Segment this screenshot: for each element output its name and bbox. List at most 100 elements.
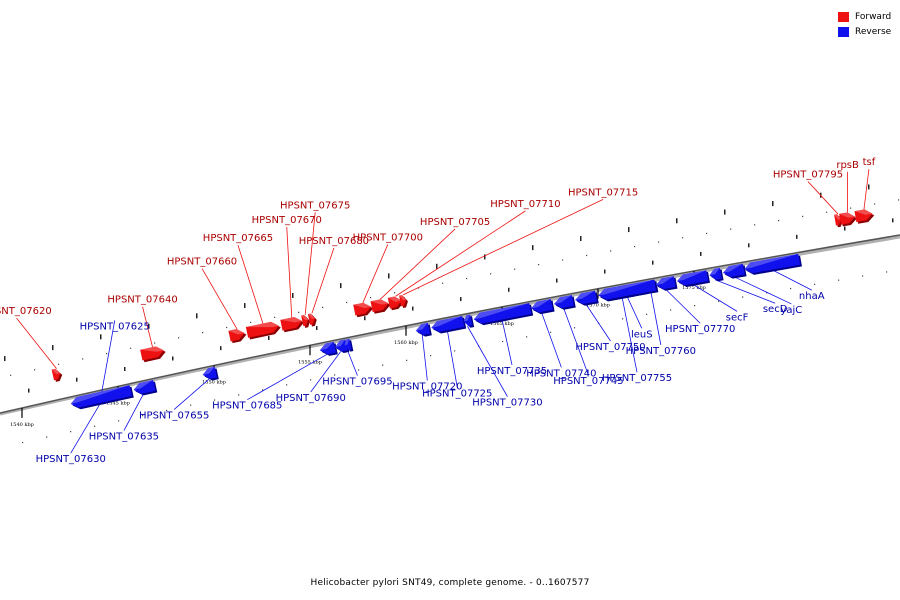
gene-label-HPSNT_07700: HPSNT_07700 <box>353 232 423 243</box>
position-dot <box>46 436 48 438</box>
gene-arrow <box>676 270 709 286</box>
forward-swatch <box>838 11 849 22</box>
gene-tsf <box>854 209 875 224</box>
leader-HPSNT_07700 <box>362 244 389 304</box>
gene-label-HPSNT_07660: HPSNT_07660 <box>167 257 237 268</box>
gene-HPSNT_07630 <box>70 385 134 410</box>
position-dot <box>790 287 792 290</box>
position-dot <box>394 292 396 294</box>
position-mark <box>172 356 174 361</box>
gene-highlight <box>70 385 130 404</box>
gene-label-HPSNT_07750: HPSNT_07750 <box>575 342 645 353</box>
gene-arrow <box>280 316 303 331</box>
gene-highlight <box>353 302 372 309</box>
leader-HPSNT_07685 <box>247 353 328 401</box>
position-mark <box>364 316 366 321</box>
leader-nhaA <box>771 269 812 291</box>
gene-arrow <box>834 214 841 226</box>
gene-label-HPSNT_07795: HPSNT_07795 <box>773 170 843 181</box>
leader-HPSNT_07630 <box>70 402 102 454</box>
map-title: Helicobacter pylori SNT49, complete geno… <box>310 578 590 588</box>
gene-label-HPSNT_07625: HPSNT_07625 <box>80 321 150 332</box>
gene-arrow <box>228 329 245 342</box>
position-dot <box>418 287 420 289</box>
position-dot <box>742 296 744 298</box>
gene-highlight <box>834 214 841 220</box>
position-dot <box>442 282 444 284</box>
gene-arrow <box>335 339 348 352</box>
gene-HPSNT_07730 <box>463 314 475 328</box>
leader-HPSNT_07745 <box>563 307 589 376</box>
position-mark <box>292 293 294 299</box>
gene-label-HPSNT_07720: HPSNT_07720 <box>392 382 462 393</box>
position-dot <box>682 237 684 239</box>
gene-secF <box>676 270 711 287</box>
gene-HPSNT_07740 <box>530 298 555 315</box>
leader-HPSNT_07735 <box>501 319 513 365</box>
leader-HPSNT_07640 <box>142 306 153 348</box>
gene-highlight <box>301 314 309 321</box>
position-dot <box>466 277 468 280</box>
leader-HPSNT_07725 <box>446 330 458 388</box>
gene-label-HPSNT_07680: HPSNT_07680 <box>299 236 369 247</box>
gene-HPSNT_07665 <box>245 321 281 340</box>
leader-HPSNT_07730 <box>467 325 508 397</box>
gene-label-HPSNT_07655: HPSNT_07655 <box>139 410 209 421</box>
position-dot <box>730 228 732 230</box>
position-mark <box>436 263 438 269</box>
gene-HPSNT_07725 <box>431 316 467 334</box>
gene-highlight <box>431 316 463 328</box>
position-dot <box>766 292 768 294</box>
position-mark <box>148 323 150 329</box>
position-dot <box>238 394 240 396</box>
position-dot <box>490 273 492 275</box>
leader-HPSNT_07710 <box>395 210 526 297</box>
gene-nhaA <box>744 253 802 275</box>
gene-HPSNT_07685 <box>319 341 338 356</box>
position-dot <box>130 347 132 349</box>
legend-forward-label: Forward <box>855 11 892 22</box>
reverse-swatch <box>838 26 849 37</box>
gene-highlight <box>598 279 655 296</box>
gene-label-HPSNT_07740: HPSNT_07740 <box>526 368 596 379</box>
position-mark <box>28 388 30 393</box>
position-mark <box>844 226 846 231</box>
position-mark <box>700 251 702 256</box>
scale-tick-label: 1565 kbp <box>490 321 514 327</box>
position-mark <box>580 236 582 242</box>
position-dot <box>358 369 360 371</box>
gene-arrow <box>554 294 574 309</box>
gene-highlight <box>140 346 164 352</box>
gene-label-yajC: yajC <box>780 305 802 316</box>
position-dot <box>658 241 660 243</box>
gene-arrow <box>387 296 403 309</box>
gene-label-HPSNT_07685: HPSNT_07685 <box>212 401 282 412</box>
position-mark <box>100 334 102 340</box>
gene-highlight <box>473 303 530 320</box>
gene-arrow <box>307 313 315 325</box>
position-dot <box>58 363 60 365</box>
gene-HPSNT_07660 <box>228 329 247 344</box>
gene-highlight <box>575 290 595 300</box>
gene-label-HPSNT_07725: HPSNT_07725 <box>422 389 492 400</box>
position-mark <box>484 254 486 260</box>
position-dot <box>838 279 840 281</box>
position-mark <box>556 278 558 283</box>
leader-HPSNT_07675 <box>304 212 316 315</box>
position-mark <box>244 303 246 309</box>
gene-HPSNT_07655 <box>202 366 219 381</box>
gene-arrow <box>353 302 372 316</box>
position-mark <box>796 234 798 239</box>
position-dot <box>502 340 504 343</box>
leader-secF <box>691 283 738 312</box>
gene-highlight <box>655 276 674 285</box>
leader-HPSNT_07690 <box>310 351 342 393</box>
leader-HPSNT_07695 <box>347 349 358 376</box>
position-dot <box>874 203 876 205</box>
gene-HPSNT_07620 <box>51 368 63 382</box>
gene-yajC <box>722 263 747 279</box>
gene-arrow <box>598 279 657 300</box>
position-dot <box>406 359 408 361</box>
gene-HPSNT_07735 <box>473 303 534 326</box>
